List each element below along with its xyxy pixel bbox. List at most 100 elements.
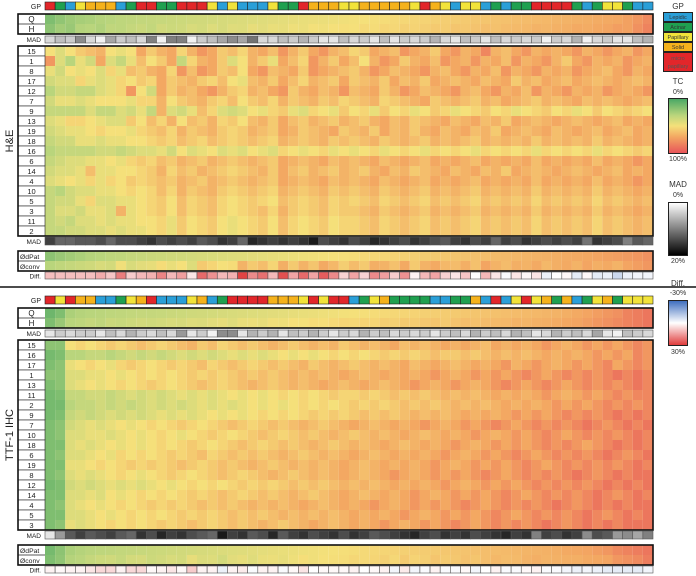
rater-cell [359,166,370,176]
rater-cell [166,350,177,360]
rater-cell [156,360,167,370]
conv-cell [470,261,481,271]
rater-cell [561,186,572,196]
rater-cell [480,410,491,420]
rater-cell [571,206,583,216]
rater-cell [45,66,56,76]
rater-cell [176,156,187,166]
rater-cell [592,460,603,470]
rater-cell [267,96,279,106]
rater-cell [379,66,390,76]
rater-cell [136,156,147,166]
dpat-cell [551,545,562,555]
rater-cell [257,86,268,96]
rater-cell [430,76,441,86]
rater-cell [75,430,86,440]
rater-label: 2 [29,401,33,410]
rater-cell [328,350,339,360]
rater-cell [571,216,583,226]
rater-cell [622,460,633,470]
rater-cell [105,490,116,500]
rater-cell [501,146,512,156]
rater-mad-cell [632,236,644,246]
rater-cell [561,76,572,86]
qh-mad-cell [622,329,634,338]
rater-cell [45,96,56,106]
rater-cell [541,440,552,450]
rater-cell [65,450,76,460]
rater-cell [136,400,147,410]
rater-cell [450,500,461,510]
h-cell [531,318,542,328]
dpat-cell [247,545,258,555]
rater-cell [166,56,177,66]
rater-cell [166,126,177,136]
rater-cell [642,440,653,450]
qh-mad-cell [602,329,613,338]
rater-cell [480,146,491,156]
rater-cell [419,176,431,186]
q-cell [440,308,451,318]
rater-cell [490,410,501,420]
rater-cell [338,176,349,186]
rater-cell [166,96,177,106]
rater-cell [470,430,481,440]
rater-cell [328,490,339,500]
rater-cell [359,146,370,156]
q-cell [642,14,653,24]
rater-cell [592,400,603,410]
rater-cell [278,360,289,370]
diff-cell [176,565,188,574]
conv-cell [551,261,562,271]
gp-cell [85,295,96,305]
h-cell [176,318,187,328]
rater-cell [409,186,420,196]
rater-cell [207,136,218,146]
rater-label: 17 [27,361,35,370]
rater-cell [531,500,542,510]
rater-cell [349,66,360,76]
rater-cell [45,56,56,66]
rater-cell [247,500,258,510]
h-cell [349,24,360,34]
conv-cell [115,261,127,271]
rater-cell [186,400,197,410]
rater-cell [207,156,218,166]
rater-cell [369,56,380,66]
rater-cell [490,400,501,410]
rater-cell [75,216,86,226]
h-cell [65,24,76,34]
rater-cell [115,136,127,146]
rater-cell [146,470,157,480]
rater-cell [338,440,349,450]
rater-cell [399,440,410,450]
rater-cell [561,490,572,500]
rater-cell [338,136,349,146]
rater-cell [501,450,512,460]
q-cell [622,308,633,318]
rater-cell [440,66,451,76]
rater-cell [176,480,187,490]
rater-cell [541,500,552,510]
diff-cell [480,271,492,280]
rater-cell [298,470,309,480]
rater-cell [369,156,380,166]
rater-cell [450,186,461,196]
rater-cell [460,126,471,136]
rater-cell [541,116,552,126]
rater-cell [207,370,218,380]
rater-cell [237,46,248,56]
rater-cell [440,176,451,186]
rater-cell [288,480,299,490]
rater-cell [257,510,268,520]
rater-cell [115,176,127,186]
qh-mad-cell [480,329,492,338]
rater-cell [511,156,522,166]
rater-cell [136,86,147,96]
rater-cell [602,126,613,136]
h-cell [247,24,258,34]
dpat-cell [460,251,471,261]
rater-cell [166,66,177,76]
rater-label: 6 [29,451,33,460]
rater-cell [115,340,127,350]
